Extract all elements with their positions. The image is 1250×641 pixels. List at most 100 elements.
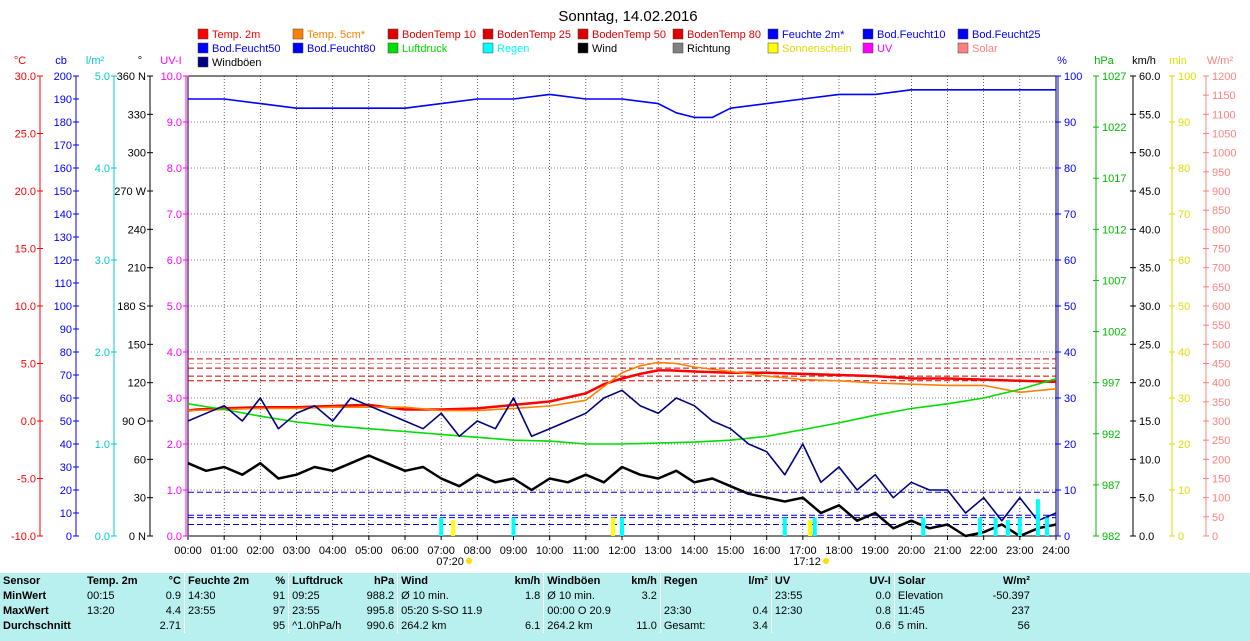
direction-axis-label: 360 N <box>117 71 146 83</box>
x-tick-label: 04:00 <box>319 545 347 557</box>
stats-cell <box>727 588 772 603</box>
humidity-axis-label: 20 <box>1064 439 1076 451</box>
stats-row-avg: Durchschnitt 2.71 95 ^1.0hPa/h 990.6 264… <box>0 618 1033 633</box>
solar-axis-label: 300 <box>1212 416 1230 428</box>
direction-axis-label: 240 <box>128 224 146 236</box>
stats-cell: 3.4 <box>752 619 768 632</box>
sunset-marker <box>823 558 830 564</box>
x-tick-label: 21:00 <box>934 545 962 557</box>
direction-axis-label: 270 W <box>114 186 146 198</box>
uvi-axis-label: 3.0 <box>167 393 182 405</box>
stats-col-temp-unit: °C <box>168 574 181 587</box>
stats-col-humidity: Feuchte 2m <box>184 573 253 588</box>
x-tick-label: 11:00 <box>572 545 599 557</box>
speed-axis-label: 0.0 <box>1139 531 1154 543</box>
cb-axis-label: 90 <box>60 324 72 336</box>
x-tick-label: 16:00 <box>753 545 781 557</box>
solar-axis-label: 0 <box>1212 531 1218 543</box>
stats-cell: 0.8 <box>875 604 891 617</box>
chart-title: Sonntag, 14.02.2016 <box>558 8 697 25</box>
legend-swatch <box>767 42 779 54</box>
stats-cell: 0.9 <box>165 589 181 602</box>
stats-cell: Ø 10 min. <box>543 588 614 603</box>
uvi-axis-label: 0.0 <box>167 531 182 543</box>
celsius-axis-label: -5.0 <box>17 474 36 486</box>
solar-axis-label: 1100 <box>1212 109 1236 121</box>
legend-swatch <box>577 42 589 54</box>
solar-axis-label: 1200 <box>1212 71 1236 83</box>
axes: 00:00 01:00 02:00 03:00 04:00 05:00 06:00 07:00… <box>11 55 1237 568</box>
pressure-axis-label: 982 <box>1102 531 1120 543</box>
stats-cell: 13:20 <box>87 604 115 617</box>
direction-axis-label: 330 <box>128 109 146 121</box>
stats-cell: -50.397 <box>992 589 1030 602</box>
cb-axis-label: 180 <box>54 117 72 129</box>
legend-label: Solar <box>972 43 998 55</box>
rain-axis-label: 5.0 <box>95 71 110 83</box>
stats-col-temp: Temp. 2m <box>87 574 138 587</box>
stats-col-rain: Regen <box>659 573 727 588</box>
legend-label: Windböen <box>212 57 262 69</box>
x-tick-label: 22:00 <box>970 545 998 557</box>
minutes-axis-label: 20 <box>1178 439 1190 451</box>
cb-axis-label: 190 <box>54 94 72 106</box>
stats-cell: Elevation <box>893 588 975 603</box>
solar-axis-label: 900 <box>1212 186 1230 198</box>
legend-label: BodenTemp 10 <box>402 29 476 41</box>
speed-axis-label: 55.0 <box>1139 109 1160 121</box>
legend-swatch <box>577 28 589 40</box>
speed-axis-label: 5.0 <box>1139 493 1154 505</box>
solar-axis-label: 800 <box>1212 224 1230 236</box>
celsius-axis-label: 0.0 <box>21 416 36 428</box>
pressure-axis-label: 987 <box>1102 480 1120 492</box>
rain-bar <box>1044 517 1049 536</box>
rain-axis-label: 0.0 <box>95 531 110 543</box>
legend-label: Bod.Feucht50 <box>212 43 281 55</box>
stats-cell <box>614 603 661 618</box>
direction-axis-label: 30 <box>134 493 146 505</box>
series-feuchte-2m- <box>188 89 1056 119</box>
uvi-axis-label: 8.0 <box>167 163 182 175</box>
x-tick-label: 05:00 <box>355 545 383 557</box>
speed-axis-label: 25.0 <box>1139 339 1160 351</box>
series-windb-en <box>187 389 1057 522</box>
solar-axis-label: 950 <box>1212 167 1230 179</box>
uvi-axis-label: 10.0 <box>161 71 182 83</box>
stats-cell: 4.4 <box>165 604 181 617</box>
legend-swatch <box>672 28 684 40</box>
stats-col-uv: UV <box>770 573 848 588</box>
stats-cell: 0.6 <box>875 619 891 632</box>
solar-axis-label: 600 <box>1212 301 1230 313</box>
pressure-axis-label: 1002 <box>1102 327 1126 339</box>
stats-cell: 23:30 <box>659 603 727 618</box>
stats-col-solar-unit: W/m² <box>1002 574 1030 587</box>
celsius-axis-label: 15.0 <box>15 244 36 256</box>
stats-cell: 05:20 S-SO 11.9 <box>397 603 486 618</box>
legend-label: Feuchte 2m* <box>782 29 845 41</box>
stats-col-uv-unit: UV-I <box>869 574 891 587</box>
legend-swatch <box>957 28 969 40</box>
speed-axis-label: 30.0 <box>1139 301 1160 313</box>
stats-cell: 264.2 km <box>397 618 486 633</box>
legend-label: Bod.Feucht80 <box>307 43 376 55</box>
speed-axis-label: 60.0 <box>1139 71 1160 83</box>
pressure-axis-label: 1022 <box>1102 122 1126 134</box>
legend-swatch <box>292 42 304 54</box>
legend-label: Richtung <box>687 43 730 55</box>
solar-axis-label: 350 <box>1212 397 1230 409</box>
solar-axis-label: 500 <box>1212 339 1230 351</box>
x-tick-label: 18:00 <box>825 545 853 557</box>
celsius-axis-label: -10.0 <box>11 531 36 543</box>
direction-axis-label: 90 O <box>122 416 146 428</box>
uvi-axis-label: 1.0 <box>167 485 182 497</box>
humidity-axis-label: 50 <box>1064 301 1076 313</box>
stats-cell: 14:30 <box>184 588 253 603</box>
solar-axis-label: 750 <box>1212 244 1230 256</box>
stats-cell: 09:25 <box>288 588 356 603</box>
pressure-axis-label: 997 <box>1102 378 1120 390</box>
speed-axis-label: 15.0 <box>1139 416 1160 428</box>
reference-lines <box>188 358 1056 525</box>
series-wind <box>187 454 1057 538</box>
rain-bar <box>993 517 998 536</box>
rain-bar <box>1017 517 1022 536</box>
